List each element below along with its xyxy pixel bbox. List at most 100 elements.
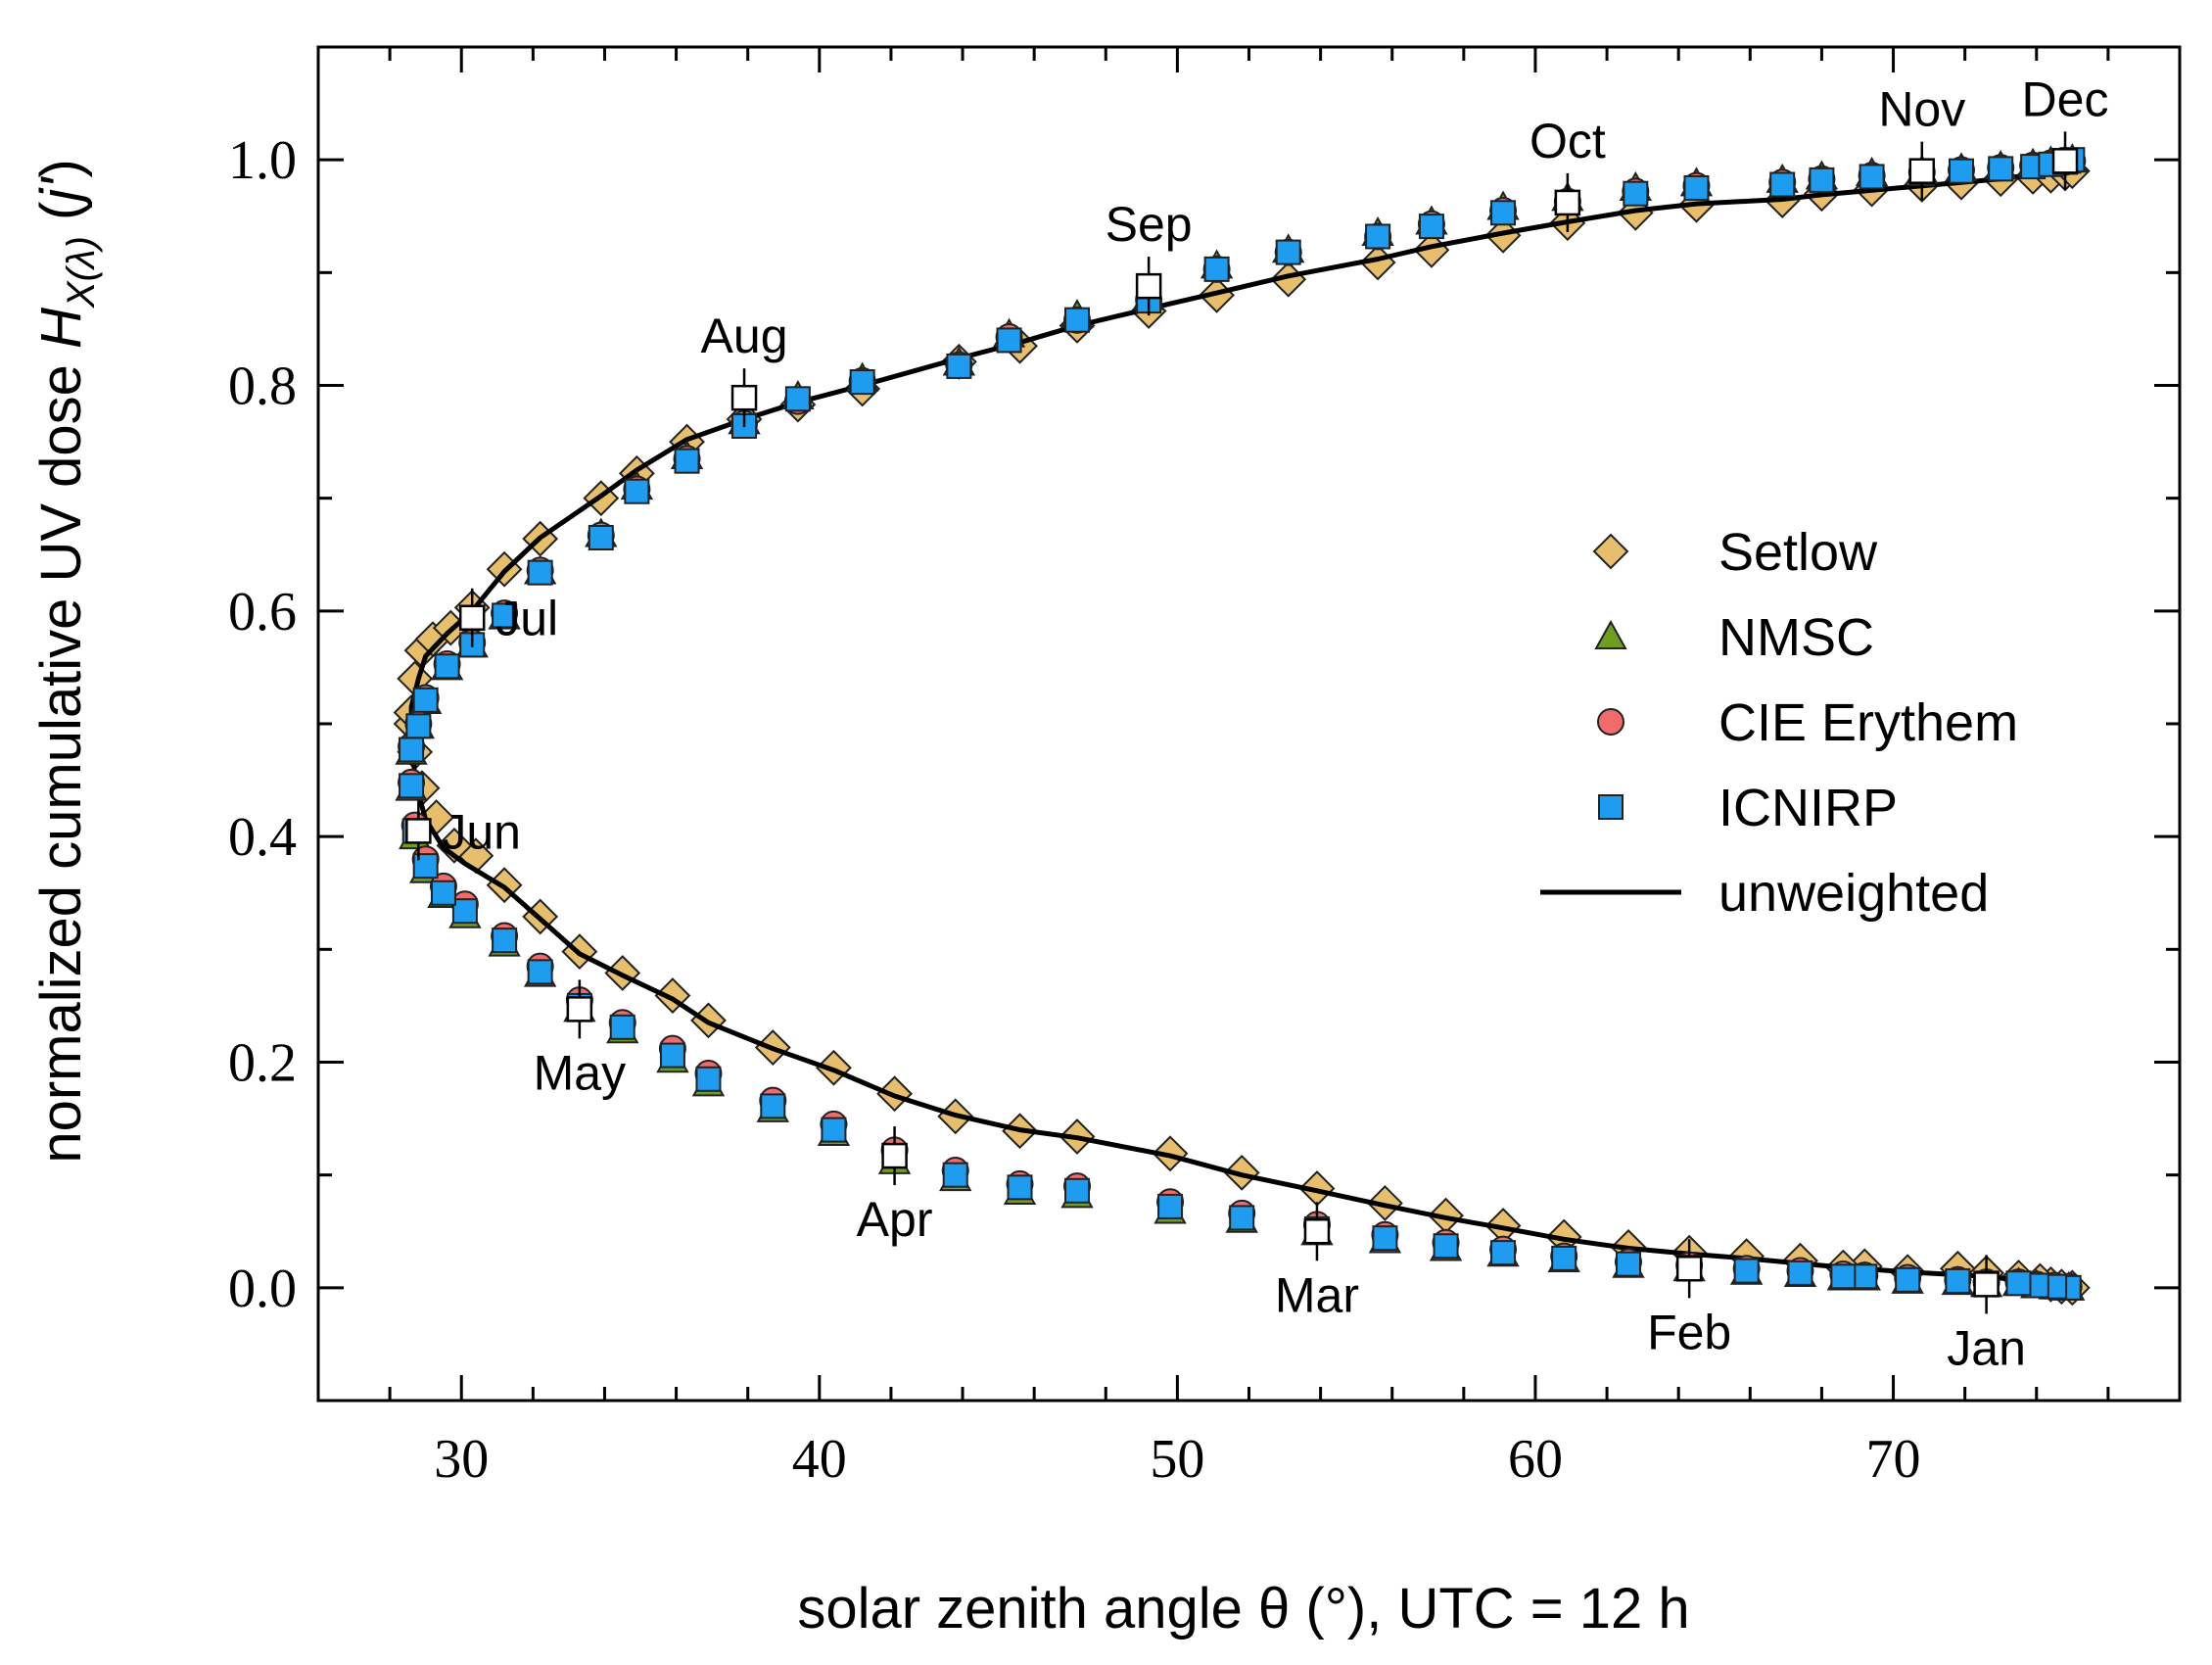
icnirp-point: [1275, 239, 1301, 265]
icnirp-point: [405, 713, 432, 739]
legend-label-unweighted: unweighted: [1718, 864, 1989, 923]
icnirp-point: [1852, 1263, 1878, 1290]
icnirp-point: [609, 1014, 635, 1040]
y-axis-title: normalized cumulative UV dose HX(λ) (j'): [29, 159, 103, 1163]
icnirp-point: [1769, 171, 1796, 198]
x-tick-label: 30: [434, 1429, 489, 1490]
month-label: Mar: [1275, 1267, 1359, 1322]
month-label: Jun: [442, 804, 521, 859]
y-axis-title-symbol: H: [29, 308, 93, 349]
icnirp-point: [1948, 158, 1974, 184]
icnirp-point: [527, 959, 553, 985]
month-marker: [1554, 189, 1581, 216]
month-marker: [881, 1142, 908, 1169]
icnirp-point: [659, 1042, 685, 1069]
icnirp-point: [1787, 1260, 1813, 1286]
legend-swatch-icnirp: [1598, 794, 1624, 820]
month-marker: [1303, 1218, 1331, 1245]
month-label: Oct: [1530, 114, 1606, 168]
legend-label-nmsc: NMSC: [1718, 608, 1874, 667]
icnirp-point: [1733, 1258, 1760, 1284]
y-axis-title-suffix-close: ): [29, 159, 93, 177]
icnirp-point: [1945, 1267, 1971, 1294]
month-label: Sep: [1106, 197, 1193, 252]
icnirp-point: [1229, 1205, 1255, 1231]
icnirp-point: [1988, 156, 2014, 182]
legend: Setlow NMSC CIE Erythem ICNIRP unweighted: [1540, 523, 2018, 923]
setlow-point: [436, 827, 473, 864]
icnirp-point: [1433, 1233, 1459, 1260]
legend-swatch-nmsc: [1594, 619, 1627, 649]
icnirp-point: [1490, 1240, 1517, 1266]
month-marker: [1675, 1256, 1703, 1282]
icnirp-point: [1895, 1266, 1921, 1293]
y-tick-label: 0.2: [228, 1033, 297, 1094]
x-tick-label: 60: [1508, 1429, 1563, 1490]
month-marker: [2051, 148, 2079, 174]
icnirp-point: [1551, 1245, 1577, 1271]
legend-swatch-cie-erythem: [1597, 708, 1624, 736]
legend-label-icnirp: ICNIRP: [1718, 779, 1898, 837]
x-tick-label: 50: [1150, 1429, 1204, 1490]
icnirp-point: [1809, 166, 1835, 193]
icnirp-point: [760, 1093, 786, 1119]
icnirp-point: [624, 478, 650, 504]
icnirp-point: [784, 386, 811, 412]
icnirp-point: [1830, 1263, 1857, 1290]
legend-label-cie-erythem: CIE Erythem: [1718, 693, 2018, 752]
legend-swatch-setlow: [1592, 533, 1629, 570]
x-tick-label: 40: [792, 1429, 847, 1490]
month-marker: [1908, 158, 1936, 184]
icnirp-point: [1064, 1177, 1091, 1204]
icnirp-point: [996, 327, 1022, 354]
month-marker: [405, 818, 432, 844]
y-tick-label: 0.6: [228, 582, 297, 642]
y-axis-title-suffix-open: (: [29, 202, 93, 236]
icnirp-point: [674, 448, 700, 474]
icnirp-point: [821, 1117, 847, 1143]
y-tick-label: 0.8: [228, 357, 297, 417]
icnirp-point: [1616, 1251, 1642, 1277]
icnirp-point: [2005, 1270, 2032, 1297]
y-axis-title-subscript: X(λ): [60, 236, 103, 309]
month-label: Aug: [701, 309, 788, 363]
icnirp-point: [1007, 1174, 1033, 1201]
month-label: May: [534, 1045, 626, 1100]
icnirp-point: [1683, 174, 1710, 201]
month-marker: [458, 604, 486, 631]
month-marker: [1973, 1271, 2000, 1298]
x-tick-label: 70: [1866, 1429, 1921, 1490]
icnirp-point: [1859, 164, 1885, 190]
month-marker: [566, 996, 593, 1023]
icnirp-point: [492, 928, 518, 954]
y-tick-label: 1.0: [228, 130, 297, 191]
icnirp-point: [588, 524, 614, 550]
icnirp-point: [492, 602, 518, 629]
icnirp-point: [695, 1066, 722, 1092]
icnirp-point: [434, 653, 460, 680]
icnirp-point: [1418, 214, 1444, 240]
month-marker: [1135, 272, 1162, 300]
axes: 30 40 50 60 70 0.0 0.2 0.4 0.6 0.8 1.0: [228, 45, 2182, 1490]
icnirp-point: [1365, 223, 1391, 250]
legend-label-setlow: Setlow: [1718, 523, 1878, 582]
month-markers-layer: Jan Feb Mar Apr May Jun Jul Aug Sep Oct Nov Dec: [405, 71, 2109, 1375]
icnirp-point: [1203, 256, 1230, 282]
icnirp-point: [849, 369, 875, 396]
icnirp-point: [399, 737, 425, 763]
month-label: Nov: [1878, 82, 1965, 137]
month-label: Jul: [495, 592, 558, 646]
y-tick-label: 0.4: [228, 807, 297, 868]
month-label: Dec: [2022, 71, 2109, 126]
icnirp-point: [1490, 200, 1517, 226]
icnirp-point: [942, 1162, 968, 1188]
icnirp-point: [1372, 1225, 1398, 1252]
y-axis-title-prefix: normalized cumulative UV dose: [29, 349, 93, 1164]
y-tick-label: 0.0: [228, 1259, 297, 1319]
icnirp-point: [1623, 180, 1649, 207]
icnirp-point: [1064, 307, 1091, 333]
x-axis-title: solar zenith angle θ (°), UTC = 12 h: [797, 1577, 1689, 1641]
icnirp-point: [527, 559, 553, 586]
